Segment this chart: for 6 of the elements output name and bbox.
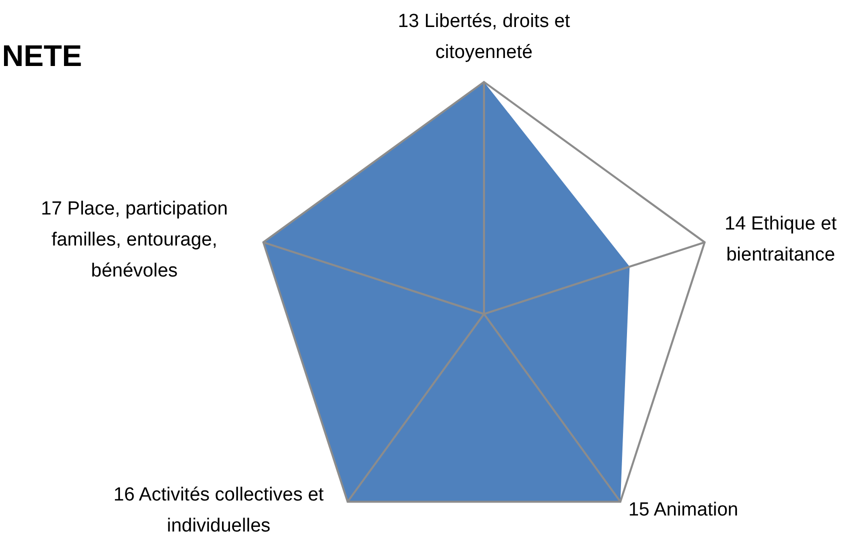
spoke-label: 13 Libertés, droits et citoyenneté — [398, 11, 571, 63]
spoke-label: 17 Place, participation familles, entourage, bénévoles — [40, 198, 228, 282]
text: NETE — [2, 40, 82, 73]
spoke-label: 16 Activités collectives et individuelles — [114, 484, 324, 536]
spoke-label: 15 Animation — [628, 500, 738, 521]
spoke-label: 14 Ethique et bientraitance — [724, 213, 838, 266]
